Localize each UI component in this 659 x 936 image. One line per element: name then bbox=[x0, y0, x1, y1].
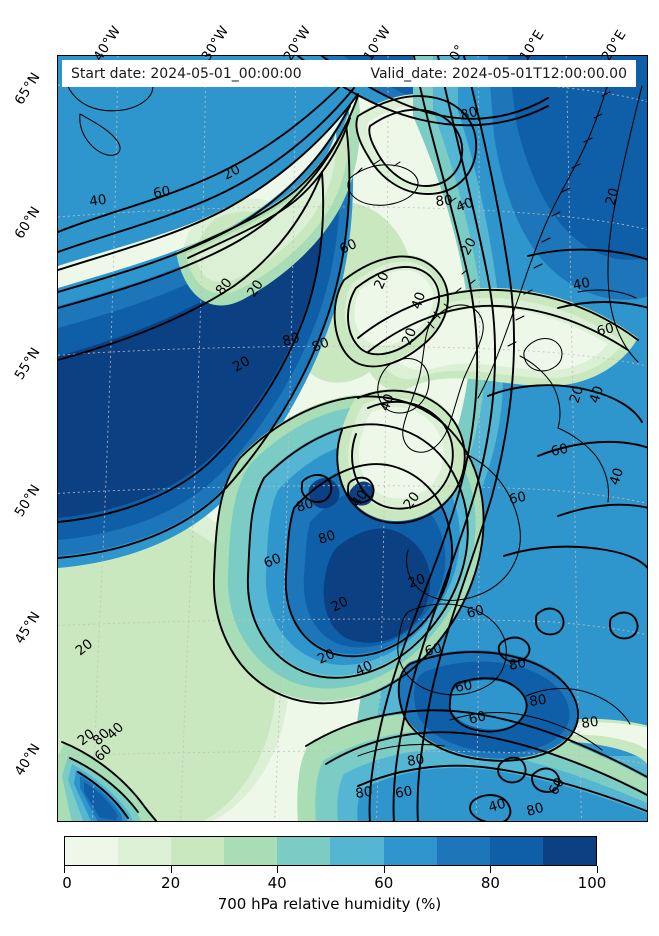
annotation-box: Start date: 2024-05-01_00:00:00 Valid_da… bbox=[62, 60, 636, 87]
svg-text:80: 80 bbox=[281, 330, 302, 350]
colorbar-label-20: 20 bbox=[161, 874, 181, 892]
colorbar-label-40: 40 bbox=[267, 874, 287, 892]
svg-text:60: 60 bbox=[467, 708, 488, 728]
svg-text:80: 80 bbox=[294, 495, 315, 516]
svg-text:40: 40 bbox=[454, 195, 476, 216]
colorbar-tick-0 bbox=[64, 866, 65, 873]
svg-text:40: 40 bbox=[353, 658, 375, 680]
svg-text:80: 80 bbox=[354, 784, 373, 802]
colorbar-tick-80 bbox=[490, 866, 492, 873]
svg-text:20: 20 bbox=[399, 326, 420, 348]
svg-text:80: 80 bbox=[435, 192, 454, 210]
svg-text:40: 40 bbox=[377, 392, 398, 414]
start-date-label: Start date: 2024-05-01_00:00:00 bbox=[71, 65, 302, 82]
colorbar-tick-100 bbox=[597, 866, 598, 873]
lat-tick-label-40N: 40°N bbox=[11, 740, 44, 779]
map-plot-area: 40 60 20 80 20 80 20 80 80 20 20 40 20 4… bbox=[57, 55, 648, 822]
colorbar-swatch-2 bbox=[171, 837, 225, 865]
svg-text:40: 40 bbox=[607, 466, 628, 487]
svg-text:20: 20 bbox=[220, 161, 243, 183]
svg-text:40: 40 bbox=[487, 796, 508, 816]
colorbar-tick-60 bbox=[383, 866, 385, 873]
colorbar-swatch-6 bbox=[383, 837, 437, 865]
svg-text:80: 80 bbox=[525, 800, 546, 820]
svg-text:60: 60 bbox=[508, 489, 528, 508]
lat-tick-label-65N: 65°N bbox=[11, 69, 44, 108]
svg-text:20: 20 bbox=[315, 646, 337, 668]
colorbar-swatch-0 bbox=[65, 837, 119, 865]
svg-text:40: 40 bbox=[572, 275, 592, 294]
svg-text:60: 60 bbox=[423, 640, 444, 660]
svg-text:60: 60 bbox=[152, 183, 172, 202]
svg-text:20: 20 bbox=[244, 277, 267, 300]
colorbar-label-60: 60 bbox=[374, 874, 394, 892]
svg-text:60: 60 bbox=[546, 775, 568, 798]
svg-text:80: 80 bbox=[508, 655, 528, 674]
colorbar-tick-20 bbox=[170, 866, 172, 873]
svg-text:60: 60 bbox=[454, 677, 474, 696]
humidity-field-svg: 40 60 20 80 20 80 20 80 80 20 20 40 20 4… bbox=[58, 56, 647, 821]
svg-text:60: 60 bbox=[337, 236, 359, 258]
colorbar-label-0: 0 bbox=[62, 874, 72, 892]
lat-tick-label-50N: 50°N bbox=[11, 481, 44, 520]
svg-text:80: 80 bbox=[459, 104, 480, 124]
colorbar-swatch-7 bbox=[436, 837, 490, 865]
lat-tick-label-60N: 60°N bbox=[11, 203, 44, 242]
svg-text:60: 60 bbox=[262, 550, 284, 571]
svg-text:20: 20 bbox=[602, 186, 622, 207]
svg-text:80: 80 bbox=[528, 692, 547, 710]
colorbar-label-100: 100 bbox=[577, 874, 607, 892]
colorbar-title: 700 hPa relative humidity (%) bbox=[217, 895, 442, 913]
colorbar bbox=[64, 836, 597, 866]
valid-date-label: Valid_date: 2024-05-01T12:00:00.00 bbox=[370, 65, 627, 82]
lat-tick-label-45N: 45°N bbox=[11, 608, 44, 647]
svg-text:20: 20 bbox=[328, 593, 351, 615]
svg-text:60: 60 bbox=[465, 602, 486, 622]
colorbar-swatch-1 bbox=[118, 837, 172, 865]
svg-text:40: 40 bbox=[88, 192, 107, 210]
svg-text:60: 60 bbox=[550, 441, 570, 460]
colorbar-wrap: 0 20 40 60 80 100 bbox=[62, 836, 606, 892]
svg-text:20: 20 bbox=[567, 384, 588, 405]
colorbar-swatch-4 bbox=[277, 837, 331, 865]
colorbar-label-80: 80 bbox=[480, 874, 500, 892]
svg-text:20: 20 bbox=[458, 235, 480, 258]
svg-text:40: 40 bbox=[587, 384, 608, 405]
svg-text:80: 80 bbox=[316, 527, 337, 548]
colorbar-swatch-5 bbox=[330, 837, 384, 865]
svg-text:80: 80 bbox=[310, 334, 332, 355]
colorbar-swatch-3 bbox=[224, 837, 278, 865]
svg-text:80: 80 bbox=[406, 751, 426, 770]
colorbar-tick-40 bbox=[277, 866, 279, 873]
svg-text:40: 40 bbox=[409, 290, 430, 311]
lat-tick-label-55N: 55°N bbox=[11, 344, 44, 383]
colorbar-swatch-8 bbox=[489, 837, 543, 865]
svg-text:20: 20 bbox=[371, 269, 393, 291]
svg-text:20: 20 bbox=[230, 353, 253, 375]
svg-text:60: 60 bbox=[394, 783, 414, 802]
colorbar-swatch-9 bbox=[542, 837, 596, 865]
svg-text:80: 80 bbox=[580, 714, 599, 732]
svg-text:60: 60 bbox=[595, 320, 616, 340]
svg-text:20: 20 bbox=[406, 571, 428, 592]
